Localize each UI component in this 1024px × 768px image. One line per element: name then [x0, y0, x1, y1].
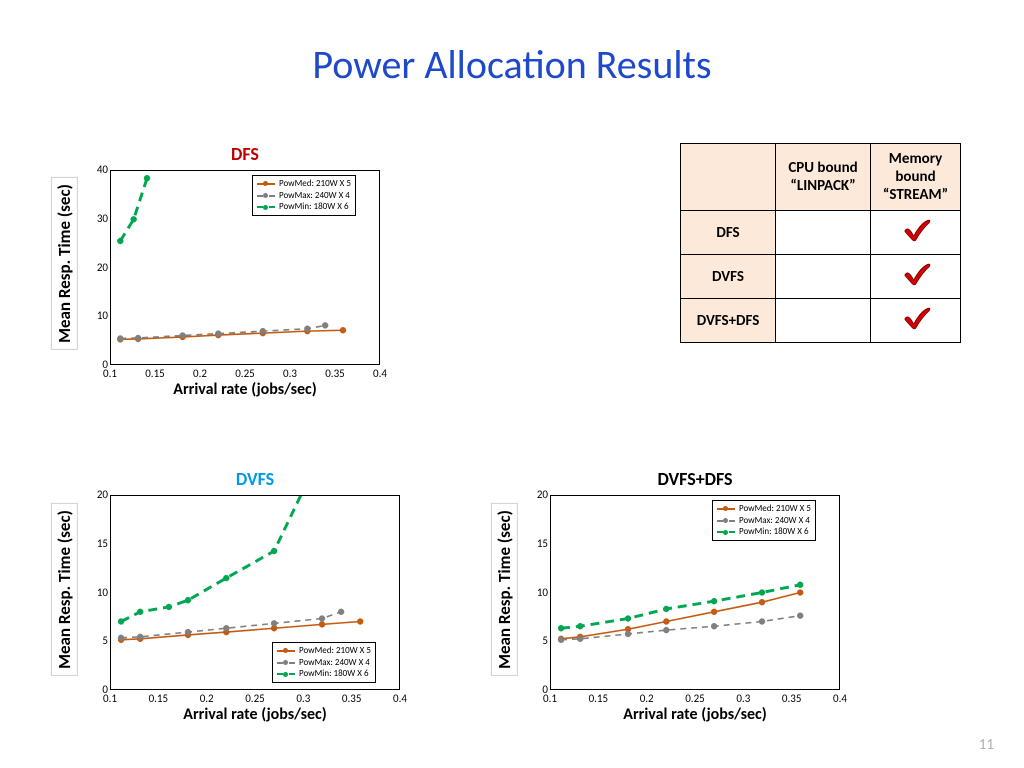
legend-label: PowMed: 210W X 5 [279, 178, 351, 190]
legend-label: PowMin: 180W X 6 [739, 526, 809, 538]
chart-dfs-xlabel: Arrival rate (jobs/sec) [110, 380, 380, 399]
ytick: 5 [90, 634, 108, 647]
xtick: 0.3 [289, 692, 317, 705]
xtick: 0.4 [386, 692, 414, 705]
check-icon [901, 261, 931, 287]
legend-item: PowMed: 210W X 5 [277, 645, 371, 657]
table-col2: Memory bound “STREAM” [871, 144, 961, 211]
legend-item: PowMax: 240W X 4 [277, 657, 371, 669]
row-label: DVFS+DFS [681, 299, 776, 343]
legend-item: PowMin: 180W X 6 [277, 668, 371, 680]
chart-dvfs-ylabel: Mean Resp. Time (sec) [51, 503, 78, 676]
page-title: Power Allocation Results [0, 40, 1024, 89]
legend-label: PowMin: 180W X 6 [279, 201, 349, 213]
legend-item: PowMax: 240W X 4 [717, 515, 811, 527]
ytick: 20 [90, 261, 108, 274]
legend-label: PowMin: 180W X 6 [299, 668, 369, 680]
xtick: 0.1 [96, 692, 124, 705]
legend-item: PowMin: 180W X 6 [257, 201, 351, 213]
xtick: 0.3 [729, 692, 757, 705]
row-label: DFS [681, 211, 776, 255]
chart-dvfsdfs-ylabel: Mean Resp. Time (sec) [491, 503, 518, 676]
ytick: 40 [90, 163, 108, 176]
legend-label: PowMax: 240W X 4 [299, 657, 370, 669]
legend-label: PowMed: 210W X 5 [739, 503, 811, 515]
table-row: DVFS [681, 255, 961, 299]
chart-dvfs-title: DVFS [110, 468, 400, 490]
check-icon [901, 217, 931, 243]
xtick: 0.35 [321, 367, 349, 380]
ytick: 15 [530, 537, 548, 550]
chart-dvfs-xlabel: Arrival rate (jobs/sec) [110, 705, 400, 724]
xtick: 0.3 [276, 367, 304, 380]
table-row: DFS [681, 211, 961, 255]
legend: PowMed: 210W X 5 PowMax: 240W X 4 PowMin… [272, 642, 376, 683]
xtick: 0.4 [826, 692, 854, 705]
legend: PowMed: 210W X 5 PowMax: 240W X 4 PowMin… [252, 175, 356, 216]
ytick: 20 [90, 488, 108, 501]
table-col1: CPU bound “LINPACK” [776, 144, 871, 211]
xtick: 0.25 [681, 692, 709, 705]
ytick: 10 [530, 586, 548, 599]
legend-label: PowMax: 240W X 4 [739, 515, 810, 527]
chart-dvfsdfs-title: DVFS+DFS [550, 468, 840, 490]
chart-dvfsdfs-xlabel: Arrival rate (jobs/sec) [550, 705, 840, 724]
legend-item: PowMax: 240W X 4 [257, 190, 351, 202]
xtick: 0.15 [141, 367, 169, 380]
ytick: 30 [90, 212, 108, 225]
xtick: 0.4 [366, 367, 394, 380]
row-label: DVFS [681, 255, 776, 299]
ytick: 10 [90, 309, 108, 322]
legend-item: PowMed: 210W X 5 [257, 178, 351, 190]
xtick: 0.25 [241, 692, 269, 705]
legend-item: PowMed: 210W X 5 [717, 503, 811, 515]
legend: PowMed: 210W X 5 PowMax: 240W X 4 PowMin… [712, 500, 816, 541]
xtick: 0.25 [231, 367, 259, 380]
table-row: DVFS+DFS [681, 299, 961, 343]
xtick: 0.2 [633, 692, 661, 705]
xtick: 0.2 [186, 367, 214, 380]
page-number: 11 [979, 736, 994, 754]
ytick: 20 [530, 488, 548, 501]
xtick: 0.1 [96, 367, 124, 380]
legend-label: PowMax: 240W X 4 [279, 190, 350, 202]
chart-dfs-title: DFS [110, 143, 380, 165]
legend-item: PowMin: 180W X 6 [717, 526, 811, 538]
xtick: 0.1 [536, 692, 564, 705]
xtick: 0.15 [584, 692, 612, 705]
table-corner [681, 144, 776, 211]
xtick: 0.2 [193, 692, 221, 705]
xtick: 0.15 [144, 692, 172, 705]
chart-dfs-ylabel: Mean Resp. Time (sec) [51, 177, 78, 350]
xtick: 0.35 [338, 692, 366, 705]
results-table: CPU bound “LINPACK” Memory bound “STREAM… [680, 143, 961, 343]
ytick: 5 [530, 634, 548, 647]
check-icon [901, 305, 931, 331]
legend-label: PowMed: 210W X 5 [299, 645, 371, 657]
ytick: 15 [90, 537, 108, 550]
xtick: 0.35 [778, 692, 806, 705]
ytick: 10 [90, 586, 108, 599]
